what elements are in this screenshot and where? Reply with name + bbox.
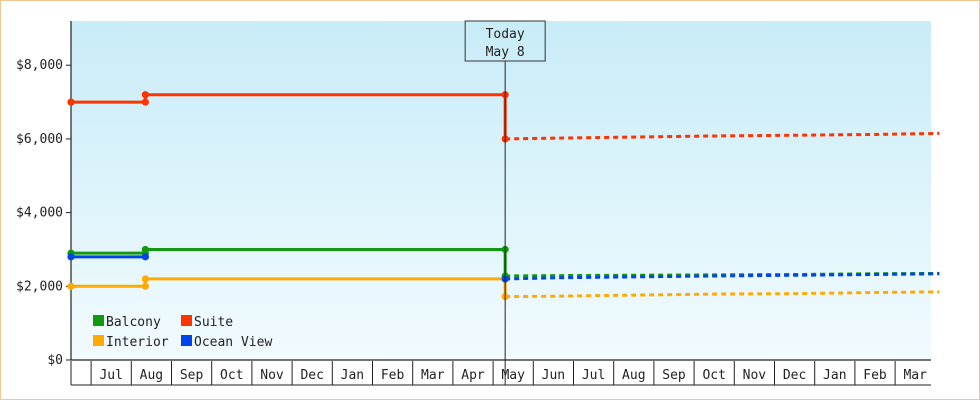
legend-label: Balcony	[106, 315, 161, 330]
x-tick-label: Feb	[381, 368, 405, 383]
forecast-line	[505, 131, 940, 141]
x-tick-label: Jan	[341, 368, 364, 383]
x-tick-label: Jan	[823, 368, 846, 383]
data-point	[141, 98, 149, 106]
x-tick-label: Feb	[863, 368, 887, 383]
x-tick-label: Aug	[140, 368, 163, 383]
x-tick-label: Apr	[461, 368, 485, 383]
data-point	[141, 253, 149, 261]
data-point	[141, 282, 149, 290]
x-tick-label: Sep	[180, 368, 204, 383]
x-tick-label: Nov	[260, 368, 284, 383]
legend-swatch-balcony	[93, 315, 104, 326]
y-tick-label: $2,000	[16, 279, 63, 294]
today-label: Today	[486, 27, 525, 42]
x-tick-label: Nov	[743, 368, 767, 383]
legend-label: Interior	[106, 335, 169, 350]
y-tick-label: $8,000	[16, 58, 63, 73]
legend-label: Ocean View	[194, 335, 272, 350]
data-point	[141, 275, 149, 283]
data-point	[67, 98, 75, 106]
x-tick-label: Jul	[99, 368, 122, 383]
x-tick-label: Jul	[582, 368, 605, 383]
y-tick-label: $0	[47, 353, 63, 368]
series-ocean-view	[67, 253, 940, 283]
y-tick-label: $6,000	[16, 132, 63, 147]
x-tick-label: Mar	[421, 368, 445, 383]
today-box	[464, 20, 546, 62]
x-tick-label: Dec	[300, 368, 323, 383]
x-tick-label: Aug	[622, 368, 645, 383]
x-tick-label: Mar	[903, 368, 927, 383]
plot-background	[71, 21, 931, 360]
x-tick-label: May	[501, 368, 525, 383]
data-point	[67, 253, 75, 261]
x-tick-label: Sep	[662, 368, 686, 383]
forecast-line	[505, 272, 940, 281]
x-tick-label: Oct	[702, 368, 725, 383]
today-date-label: May 8	[486, 45, 525, 60]
data-point	[67, 282, 75, 290]
legend-swatch-ocean-view	[181, 335, 192, 346]
data-point	[141, 245, 149, 254]
y-tick-label: $4,000	[16, 206, 63, 221]
x-tick-label: Jun	[542, 368, 565, 383]
legend-label: Suite	[194, 315, 233, 330]
forecast-line	[505, 290, 940, 299]
x-tick-label: Dec	[783, 368, 806, 383]
legend-swatch-interior	[93, 335, 104, 346]
legend-swatch-suite	[181, 315, 192, 326]
x-tick-label: Oct	[220, 368, 243, 383]
data-point	[141, 91, 149, 99]
